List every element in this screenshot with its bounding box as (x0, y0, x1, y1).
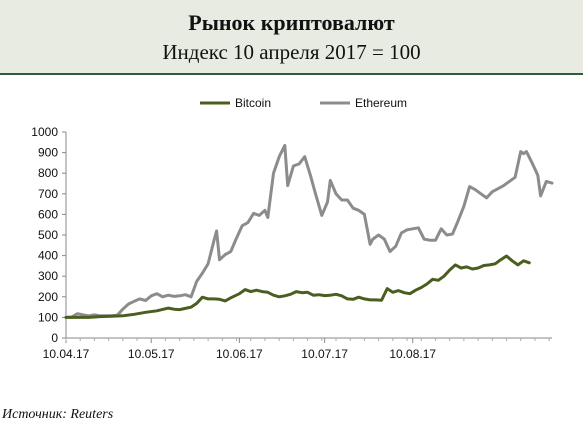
chart-subtitle: Индекс 10 апреля 2017 = 100 (162, 40, 421, 64)
y-tick-label: 500 (38, 228, 58, 242)
series-line-ethereum (64, 143, 554, 319)
y-tick-label: 700 (38, 187, 58, 201)
x-tick-label: 10.06.17 (216, 347, 263, 361)
y-tick-label: 400 (38, 249, 58, 263)
x-tick-label: 10.08.17 (389, 347, 436, 361)
y-tick-label: 200 (38, 290, 58, 304)
source-note: Источник: Reuters (2, 407, 114, 422)
x-tick-label: 10.07.17 (301, 347, 348, 361)
y-tick-label: 600 (38, 207, 58, 221)
x-tick-label: 10.04.17 (43, 347, 90, 361)
chart-title: Рынок криптовалют (188, 10, 395, 35)
legend-label-bitcoin: Bitcoin (235, 96, 271, 110)
y-tick-label: 1000 (31, 125, 58, 139)
y-tick-label: 800 (38, 166, 58, 180)
line-chart: 0 100 200 300 400 500 600 700 800 900 1000 10.04.17… (31, 96, 554, 361)
legend-label-ethereum: Ethereum (355, 96, 407, 110)
series-line-bitcoin (64, 254, 531, 319)
y-tick-label: 900 (38, 146, 58, 160)
y-tick-label: 0 (51, 331, 58, 345)
x-tick-label: 10.05.17 (128, 347, 175, 361)
y-tick-label: 100 (38, 310, 58, 324)
y-tick-label: 300 (38, 269, 58, 283)
chart-area: 0 100 200 300 400 500 600 700 800 900 1000 10.04.17… (0, 75, 583, 401)
chart-header: Рынок криптовалют Индекс 10 апреля 2017 … (0, 0, 583, 75)
